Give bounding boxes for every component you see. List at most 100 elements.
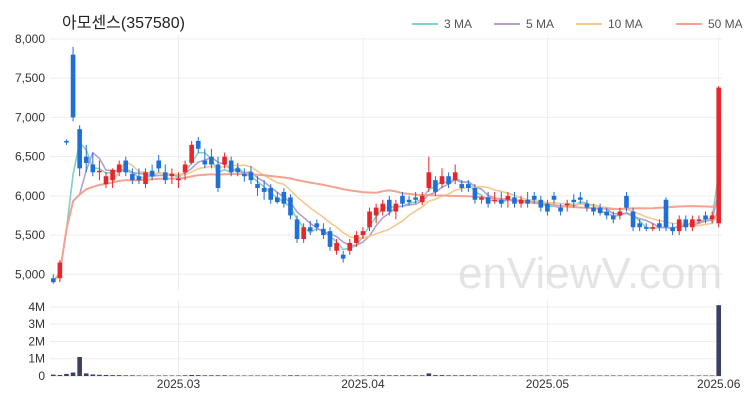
candle-body (354, 235, 359, 243)
candle-body (492, 199, 498, 202)
candle-body (426, 172, 432, 188)
candle (492, 191, 498, 204)
candle-body (459, 184, 465, 188)
volume-bar (518, 375, 524, 376)
candle (136, 168, 142, 185)
volume-bar (531, 375, 537, 376)
volume-bar (97, 374, 102, 376)
legend-label: 3 MA (444, 17, 472, 31)
volume-bar (294, 375, 300, 376)
volume-bar (703, 375, 708, 376)
candle (248, 166, 254, 185)
volume-bar (485, 375, 491, 376)
volume-bar (591, 375, 596, 376)
candle (696, 215, 702, 224)
candle (637, 219, 642, 232)
legend-label: 10 MA (608, 17, 643, 31)
candle-body (222, 156, 227, 165)
candle-body (202, 160, 208, 165)
volume-bar (406, 375, 412, 376)
candle-body (248, 172, 254, 181)
candle-body (360, 231, 366, 236)
volume-bar (130, 375, 135, 376)
volume-bar (136, 375, 142, 376)
volume-bar (268, 375, 274, 376)
legend-label: 5 MA (526, 17, 554, 31)
candle (459, 180, 465, 192)
candle-body (709, 215, 715, 220)
candle (538, 195, 544, 212)
candle-body (419, 195, 425, 203)
volume-bar (505, 375, 511, 376)
candle-body (143, 172, 148, 185)
candle-body (551, 195, 557, 200)
volume-tick-label: 4M (28, 300, 45, 314)
volume-bar (314, 375, 320, 376)
volume-bar (83, 373, 89, 376)
volume-bar (195, 375, 201, 376)
candle (77, 125, 82, 177)
volume-bar (459, 375, 465, 376)
candle (558, 203, 563, 216)
candle (347, 239, 353, 255)
candle (116, 160, 122, 177)
volume-bar (301, 375, 306, 376)
candle-body (301, 227, 306, 239)
volume-bar (222, 375, 227, 376)
candle-body (195, 140, 201, 149)
candle-body (380, 203, 386, 212)
volume-bar (564, 375, 570, 376)
candle (130, 168, 135, 185)
candle (380, 199, 386, 216)
candle-body (676, 219, 682, 232)
candle (393, 199, 399, 220)
candle-body (274, 197, 280, 203)
volume-bar (676, 375, 682, 376)
candle (452, 164, 458, 185)
volume-bar (578, 375, 583, 376)
candle (373, 203, 379, 224)
candle-body (650, 227, 656, 229)
volume-bar (551, 375, 557, 376)
candle (624, 191, 629, 212)
candle (222, 152, 227, 169)
volume-tick-label: 3M (28, 317, 45, 331)
candle-body (261, 188, 267, 192)
volume-bar (492, 375, 498, 376)
candle (314, 219, 320, 232)
candle (149, 164, 155, 181)
candle-body (70, 54, 76, 118)
candle-body (255, 184, 260, 188)
volume-tick-label: 0 (38, 369, 45, 383)
candle (169, 168, 175, 185)
candle (354, 231, 359, 247)
candle-body (472, 188, 478, 200)
volume-bar (545, 375, 550, 376)
candle (439, 168, 445, 188)
candle (591, 203, 596, 216)
volume-bar (643, 375, 649, 376)
x-tick-label: 2025.03 (157, 377, 201, 391)
volume-bar (70, 372, 76, 376)
candle (663, 197, 669, 232)
volume-bar (176, 375, 181, 376)
candle (525, 191, 530, 208)
candle (57, 260, 63, 283)
candlestick-series (50, 46, 722, 284)
candle-body (97, 170, 102, 173)
candle (630, 207, 636, 232)
candle-body (110, 169, 115, 181)
candle (670, 223, 675, 236)
candle-body (591, 207, 596, 212)
candle (242, 168, 247, 182)
volume-bar (110, 375, 115, 376)
price-tick-label: 6,000 (15, 189, 45, 203)
candle-body (327, 231, 333, 247)
volume-bar (288, 375, 293, 376)
candle (123, 156, 129, 177)
candle-body (281, 191, 287, 204)
candle-body (268, 188, 274, 200)
candle (301, 223, 306, 243)
candle (505, 191, 511, 208)
volume-bar (624, 375, 629, 376)
